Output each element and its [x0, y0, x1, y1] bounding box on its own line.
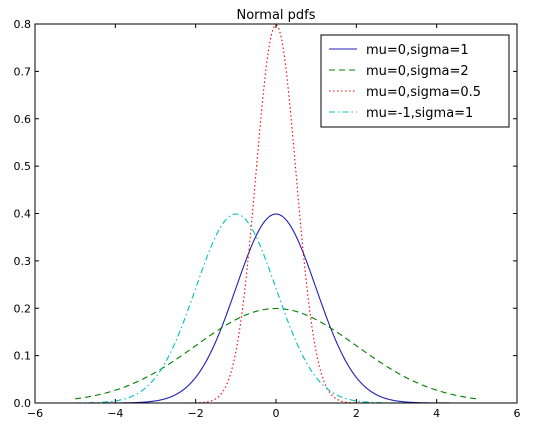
- x-tick-label: 4: [433, 407, 440, 420]
- y-tick-label: 0.2: [14, 302, 32, 315]
- x-tick-label: −2: [188, 407, 204, 420]
- chart-title: Normal pdfs: [236, 8, 315, 23]
- y-tick-label: 0.5: [14, 160, 32, 173]
- y-tick-label: 0.1: [14, 350, 32, 363]
- series-line-0: [75, 213, 477, 404]
- legend: mu=0,sigma=1 mu=0,sigma=2 mu=0,sigma=0.5 mu…: [320, 34, 510, 128]
- y-tick-label: 0.4: [14, 208, 32, 221]
- x-tick-label: 2: [353, 407, 360, 420]
- legend-label-3: mu=-1,sigma=1: [366, 106, 473, 121]
- y-tick-label: 0.0: [14, 397, 32, 410]
- legend-label-0: mu=0,sigma=1: [366, 43, 469, 58]
- legend-label-2: mu=0,sigma=0.5: [366, 85, 481, 100]
- x-tick-label: −4: [107, 407, 123, 420]
- y-tick-label: 0.6: [14, 113, 32, 126]
- x-tick-label: 6: [514, 407, 521, 420]
- y-tick-label: 0.7: [14, 65, 32, 78]
- y-tick-label: 0.8: [14, 18, 32, 31]
- ticks-layer: −6 −4 −2 0 2 4 6 0.0 0.1 0.2 0.3 0.4 0.5 0.6 0.7 0.8: [14, 18, 521, 420]
- x-tick-label: 0: [273, 407, 280, 420]
- legend-label-1: mu=0,sigma=2: [366, 64, 469, 79]
- series-line-3: [75, 213, 477, 404]
- series-line-1: [75, 307, 477, 400]
- y-tick-label: 0.3: [14, 255, 32, 268]
- x-tick-label: −6: [27, 407, 43, 420]
